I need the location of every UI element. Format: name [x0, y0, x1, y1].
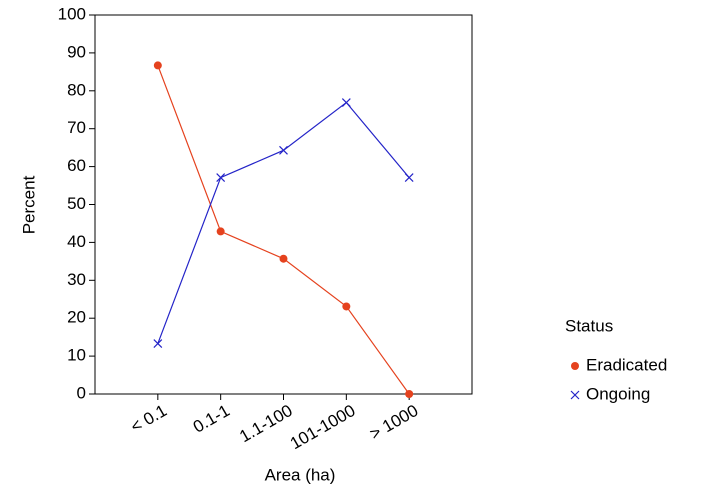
point	[342, 302, 351, 311]
y-tick-label: 80	[67, 80, 86, 99]
legend-title: Status	[565, 316, 613, 335]
x-tick-label: 1.1-100	[236, 401, 295, 446]
x-tick-label: 0.1-1	[190, 401, 233, 437]
legend-label: Ongoing	[586, 384, 650, 403]
y-tick-label: 90	[67, 42, 86, 61]
y-tick-label: 70	[67, 118, 86, 137]
point	[153, 339, 163, 349]
line	[157, 65, 410, 395]
y-axis-label: Percent	[19, 175, 38, 234]
legend-marker	[571, 362, 579, 370]
y-tick-label: 10	[67, 346, 86, 365]
line	[157, 101, 410, 344]
legend-label: Eradicated	[586, 355, 667, 374]
point	[216, 173, 226, 183]
y-tick-label: 100	[58, 4, 86, 23]
y-tick-label: 60	[67, 156, 86, 175]
point	[279, 254, 288, 263]
y-tick-label: 30	[67, 270, 86, 289]
point	[216, 227, 225, 236]
plot-frame	[94, 14, 473, 395]
point	[404, 173, 414, 183]
point	[153, 61, 162, 70]
point	[279, 145, 288, 155]
x-tick-label: < 0.1	[127, 401, 170, 437]
point	[341, 98, 351, 107]
y-tick-label: 20	[67, 308, 86, 327]
y-tick-label: 50	[67, 194, 86, 213]
x-tick-label: > 1000	[366, 401, 421, 444]
x-tick-label: 101-1000	[287, 401, 359, 453]
y-tick-label: 0	[77, 383, 86, 402]
point	[405, 390, 414, 398]
x-axis-label: Area (ha)	[265, 465, 336, 484]
legend-marker	[570, 390, 580, 400]
y-tick-label: 40	[67, 232, 86, 251]
